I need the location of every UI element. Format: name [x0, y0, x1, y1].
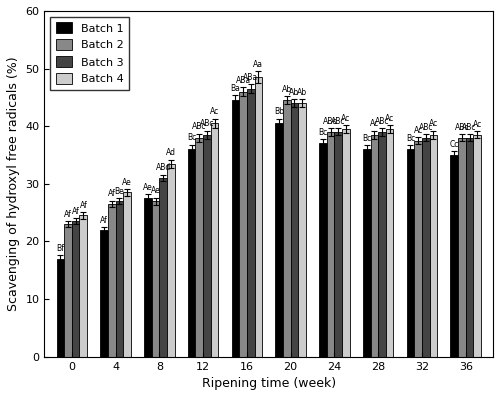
Bar: [276, 123, 283, 357]
Text: Bc: Bc: [187, 133, 196, 142]
Text: Ad: Ad: [166, 148, 176, 157]
Bar: [254, 77, 262, 357]
Text: Ac: Ac: [210, 107, 219, 116]
Bar: [100, 230, 108, 357]
Text: ABc: ABc: [418, 123, 433, 132]
Text: ABc: ABc: [192, 122, 206, 131]
Bar: [167, 164, 174, 357]
Text: Af: Af: [72, 207, 80, 216]
Bar: [211, 123, 218, 357]
Bar: [152, 201, 160, 357]
Bar: [232, 100, 239, 357]
Text: ABd: ABd: [156, 163, 171, 172]
Bar: [319, 143, 327, 357]
Bar: [239, 92, 247, 357]
Bar: [458, 138, 466, 357]
Bar: [80, 216, 87, 357]
Bar: [450, 155, 458, 357]
Text: Af: Af: [64, 210, 72, 219]
Bar: [370, 135, 378, 357]
Text: Ae: Ae: [122, 178, 132, 187]
Text: Cc: Cc: [450, 140, 459, 148]
Bar: [474, 135, 481, 357]
Text: Ae: Ae: [143, 183, 153, 192]
Text: Af: Af: [108, 189, 116, 198]
Text: Aa: Aa: [254, 60, 264, 69]
Text: ABa: ABa: [243, 73, 258, 82]
Text: Bb: Bb: [274, 107, 284, 116]
Text: Af: Af: [100, 216, 108, 225]
Bar: [334, 132, 342, 357]
Bar: [386, 129, 394, 357]
Text: Ab: Ab: [290, 88, 300, 97]
Bar: [116, 201, 124, 357]
Text: Ac: Ac: [385, 114, 394, 123]
Text: Ac: Ac: [414, 126, 422, 135]
Bar: [414, 141, 422, 357]
Text: Ab: Ab: [282, 85, 292, 94]
Y-axis label: Scavenging of hydroxyl free radicals (%): Scavenging of hydroxyl free radicals (%): [7, 56, 20, 311]
Bar: [342, 129, 349, 357]
Bar: [466, 138, 473, 357]
Bar: [64, 224, 72, 357]
Text: ABc: ABc: [375, 117, 390, 125]
Text: Ac: Ac: [370, 119, 379, 129]
Text: ABa: ABa: [236, 76, 250, 85]
Text: Ab: Ab: [297, 88, 307, 97]
Bar: [422, 138, 430, 357]
Legend: Batch 1, Batch 2, Batch 3, Batch 4: Batch 1, Batch 2, Batch 3, Batch 4: [50, 17, 130, 90]
Bar: [72, 221, 80, 357]
Text: Ac: Ac: [472, 120, 482, 129]
Text: Ac: Ac: [342, 114, 350, 123]
Bar: [363, 149, 370, 357]
Bar: [124, 193, 131, 357]
X-axis label: Ripening time (week): Ripening time (week): [202, 377, 336, 390]
Text: Ba: Ba: [230, 84, 240, 93]
Bar: [56, 259, 64, 357]
Bar: [298, 103, 306, 357]
Text: Bc: Bc: [406, 134, 415, 143]
Text: Be: Be: [114, 187, 124, 196]
Bar: [196, 138, 203, 357]
Bar: [406, 149, 414, 357]
Bar: [378, 132, 386, 357]
Text: Ae: Ae: [150, 186, 160, 195]
Bar: [160, 178, 167, 357]
Text: ABc: ABc: [324, 117, 338, 125]
Text: ABc: ABc: [331, 117, 345, 126]
Bar: [203, 135, 211, 357]
Bar: [188, 149, 196, 357]
Text: ABc: ABc: [462, 123, 477, 132]
Bar: [327, 132, 334, 357]
Text: ABc: ABc: [200, 119, 214, 129]
Text: Af: Af: [80, 201, 87, 210]
Bar: [247, 89, 254, 357]
Text: Bf: Bf: [56, 244, 64, 253]
Text: Bc: Bc: [362, 134, 372, 143]
Bar: [430, 135, 438, 357]
Bar: [283, 100, 290, 357]
Bar: [144, 198, 152, 357]
Text: Ac: Ac: [429, 119, 438, 129]
Bar: [290, 103, 298, 357]
Text: Bc: Bc: [318, 128, 328, 137]
Text: ABc: ABc: [454, 123, 469, 132]
Bar: [108, 204, 116, 357]
